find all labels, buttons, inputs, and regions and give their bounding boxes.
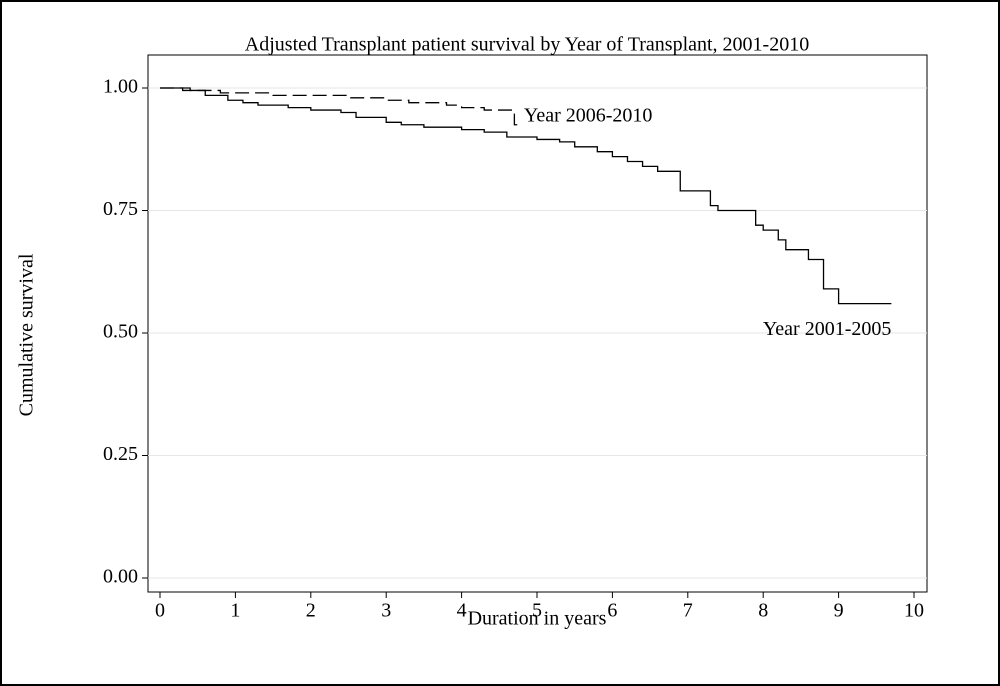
survival-line (160, 87, 522, 126)
x-tick-label: 8 (758, 600, 768, 622)
y-tick-label: 0.75 (103, 198, 138, 220)
x-tick-label: 3 (381, 600, 391, 622)
x-axis-label: Duration in years (468, 608, 607, 630)
chart-title: Adjusted Transplant patient survival by … (245, 34, 809, 56)
x-tick-label: 2 (306, 600, 316, 622)
x-tick-label: 4 (457, 600, 467, 622)
y-axis-label: Cumulative survival (16, 253, 38, 416)
plot-frame (147, 54, 928, 593)
x-tick-label: 6 (607, 600, 617, 622)
series-label: Year 2006-2010 (524, 104, 653, 126)
y-tick-label: 0.00 (103, 566, 138, 588)
y-tick-label: 0.25 (103, 443, 138, 465)
x-tick-label: 7 (683, 600, 693, 622)
x-tick-label: 10 (904, 600, 924, 622)
series-label: Year 2001-2005 (763, 318, 892, 340)
x-tick-label: 9 (834, 600, 844, 622)
x-tick-label: 1 (230, 600, 240, 622)
x-tick-label: 0 (155, 600, 165, 622)
y-tick-label: 1.00 (103, 76, 138, 98)
survival-line (160, 87, 892, 305)
x-tick-label: 5 (532, 600, 542, 622)
y-tick-label: 0.50 (103, 321, 138, 343)
